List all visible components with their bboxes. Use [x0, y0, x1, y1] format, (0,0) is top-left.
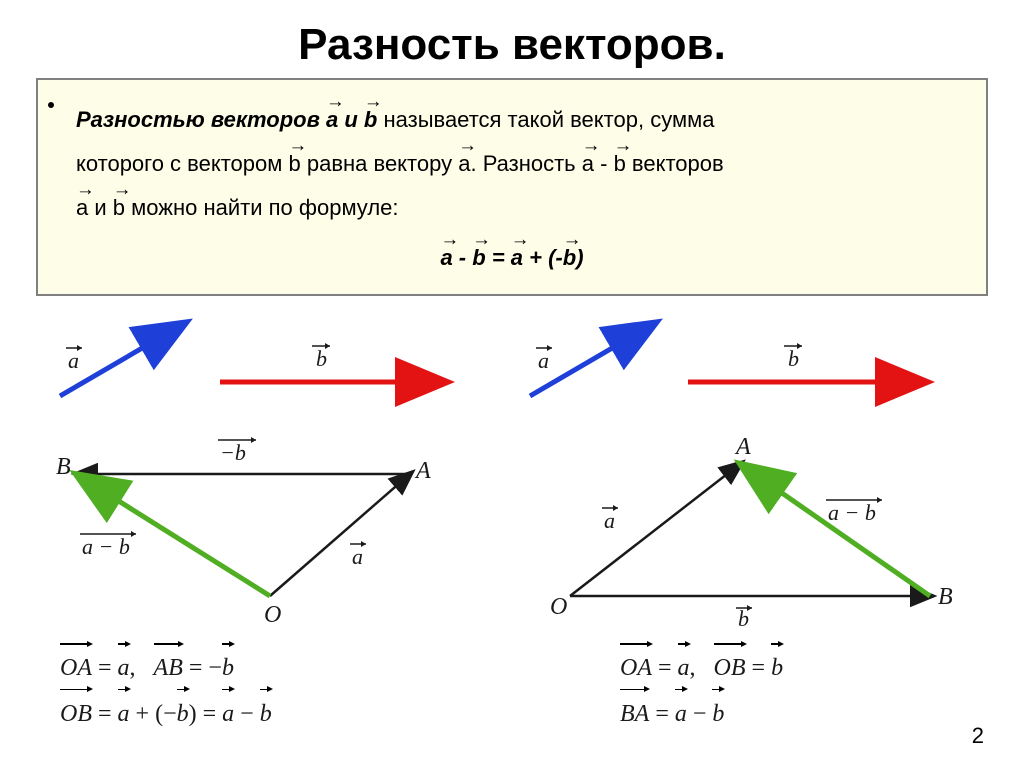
def-part: равна вектору — [301, 151, 458, 176]
bullet-icon — [48, 102, 54, 108]
point-A: A — [414, 458, 431, 484]
label-a: a — [66, 345, 82, 373]
diagram-bottom-left: A B O a −b a − b — [20, 416, 460, 636]
page-number: 2 — [972, 723, 984, 749]
edge-BA-result — [746, 468, 930, 596]
edge-OA — [570, 464, 740, 596]
vec-b: b — [113, 186, 125, 230]
def-part: векторов — [626, 151, 724, 176]
label-a-minus-b: a − b — [826, 497, 882, 525]
label-a: a — [350, 541, 366, 569]
label-minus-b: −b — [218, 437, 256, 465]
label-b: b — [784, 343, 802, 371]
def-part: можно найти по формуле: — [125, 195, 399, 220]
point-O: O — [550, 594, 567, 620]
vec-b: b — [563, 236, 576, 280]
diagram-bottom-right: O A B a b a − b — [530, 416, 970, 636]
vec-a: a — [458, 142, 470, 186]
vec-a: a — [440, 236, 452, 280]
point-A: A — [734, 434, 751, 460]
vec-b: b — [364, 98, 377, 142]
diagram-top-right: a b — [500, 306, 950, 416]
eq-row: OA = a, AB = −b — [60, 646, 272, 692]
definition-box: Разностью векторов a и b называется тако… — [36, 78, 988, 296]
vec-b: b — [472, 236, 485, 280]
label-a-minus-b: a − b — [80, 531, 136, 559]
vec-a: a — [76, 186, 88, 230]
def-part: которого с вектором — [76, 151, 288, 176]
page-title: Разность векторов. — [0, 0, 1024, 78]
svg-text:−b: −b — [220, 440, 246, 465]
point-O: O — [264, 602, 281, 628]
svg-text:a: a — [604, 508, 615, 533]
label-a: a — [536, 345, 552, 373]
vec-a: a — [582, 142, 594, 186]
eq-row: BA = a − b — [620, 692, 783, 738]
label-b: b — [312, 343, 330, 371]
def-part: называется такой вектор, сумма — [377, 107, 714, 132]
eq-row: OB = a + (−b) = a − b — [60, 692, 272, 738]
eq-row: OA = a, OB = b — [620, 646, 783, 692]
vec-a: a — [326, 98, 338, 142]
formula: a - b = a + (-b) — [62, 236, 962, 280]
point-B: B — [938, 584, 953, 610]
svg-text:a: a — [68, 348, 79, 373]
edge-OA — [270, 474, 410, 596]
diagram-top-left: a b — [20, 306, 460, 416]
vec-a: a — [511, 236, 523, 280]
equations-left: OA = a, AB = −b OB = a + (−b) = a − b — [60, 646, 272, 737]
label-b: b — [736, 605, 752, 631]
svg-text:a: a — [538, 348, 549, 373]
definition-text: Разностью векторов a и b называется тако… — [76, 98, 962, 230]
diagrams-region: a b a b A B O — [0, 296, 1024, 776]
def-part: . Разность — [470, 151, 581, 176]
svg-text:b: b — [738, 606, 749, 631]
svg-text:a − b: a − b — [828, 500, 876, 525]
svg-text:a − b: a − b — [82, 534, 130, 559]
label-a: a — [602, 505, 618, 533]
equations-right: OA = a, OB = b BA = a − b — [620, 646, 783, 737]
svg-text:a: a — [352, 544, 363, 569]
vec-b: b — [614, 142, 626, 186]
vec-b: b — [288, 142, 300, 186]
point-B: B — [56, 454, 71, 480]
svg-text:b: b — [316, 346, 327, 371]
svg-text:b: b — [788, 346, 799, 371]
